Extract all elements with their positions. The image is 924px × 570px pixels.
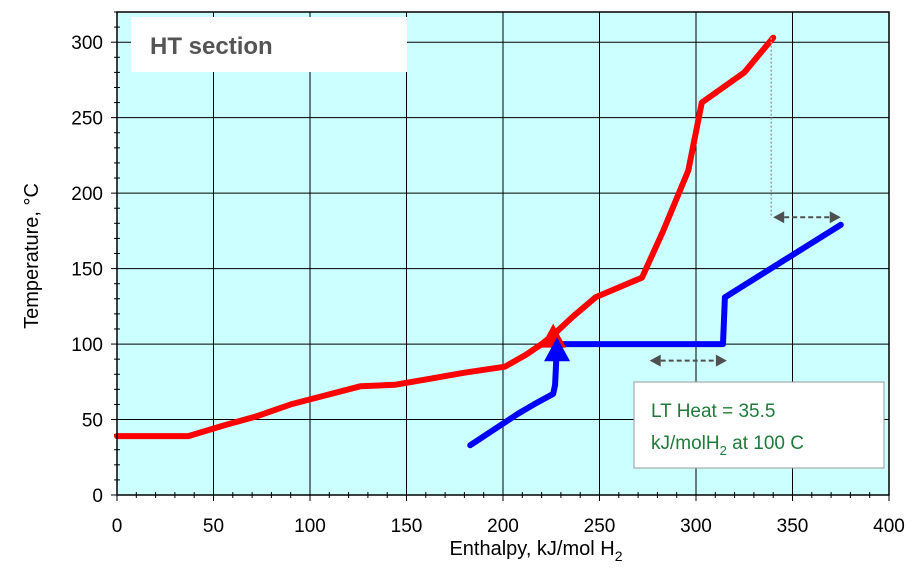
arrowhead-left-icon (649, 354, 661, 367)
lt-heat-temperature: at 100 C (727, 433, 804, 454)
x-tick-label: 300 (680, 516, 712, 537)
ht-section-annotation: HT section (131, 17, 407, 72)
x-tick-label: 350 (777, 516, 809, 537)
triangle-marker-2 (544, 337, 571, 362)
lt-heat-box (633, 381, 885, 469)
y-tick-label: 250 (71, 109, 103, 130)
lt-heat-line-2: kJ/molH2 at 100 C (651, 433, 804, 458)
overlay-layer (649, 37, 841, 367)
y-tick-label: 150 (71, 260, 103, 281)
triangle-marker-1 (540, 323, 567, 348)
x-tick-label: 400 (873, 516, 905, 537)
y-tick-label: 200 (71, 184, 103, 205)
arrowhead-left-icon (773, 211, 785, 224)
lt-heat-annotation: LT Heat = 35.5 kJ/molH2 at 100 C (633, 381, 885, 469)
lt-heat-unit: kJ/molH (651, 433, 720, 454)
arrowhead-right-icon (829, 211, 841, 224)
x-tick-label: 50 (203, 516, 224, 537)
plot-border (116, 11, 890, 496)
lt-heat-unit-subscript: 2 (720, 443, 727, 458)
series-line-1 (114, 34, 777, 440)
y-tick-label: 300 (71, 33, 103, 54)
x-axis-title-main: Enthalpy, kJ/mol H (449, 538, 614, 560)
ht-section-label: HT section (150, 33, 273, 60)
y-tick-label: 50 (82, 411, 103, 432)
arrowhead-right-icon (715, 354, 727, 367)
lt-heat-line-1: LT Heat = 35.5 (651, 401, 775, 422)
x-tick-label: 200 (487, 516, 519, 537)
x-tick-label: 100 (294, 516, 326, 537)
y-axis-title: Temperature, °C (21, 183, 43, 329)
series-layer (114, 34, 844, 449)
x-tick-label: 0 (112, 516, 123, 537)
y-tick-label: 0 (92, 486, 103, 507)
ht-section-box (131, 17, 407, 72)
x-tick-label: 250 (584, 516, 616, 537)
x-tick-label: 150 (391, 516, 423, 537)
y-tick-label: 100 (71, 335, 103, 356)
x-axis-title-subscript: 2 (615, 548, 623, 564)
series-line-2 (467, 221, 844, 449)
tick-labels: 0 50 100 150 200 250 300 350 400 0 50 100 150 200 250 3… (71, 33, 905, 537)
x-axis-title: Enthalpy, kJ/mol H2 (449, 538, 622, 564)
